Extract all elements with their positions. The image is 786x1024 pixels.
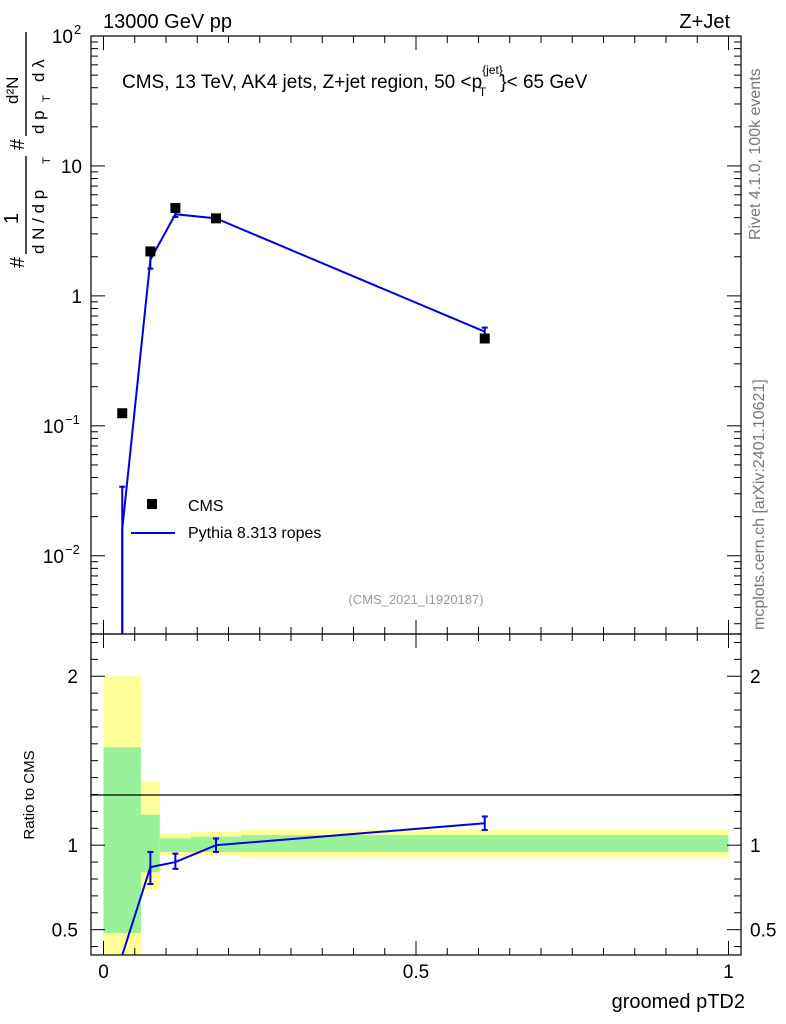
y-tick-label: 10: [52, 27, 73, 48]
svg-text:1: 1: [1, 213, 23, 224]
ratio-y-tick-label-right: 2: [750, 667, 761, 688]
svg-text:T: T: [41, 157, 53, 164]
legend-pythia-label: Pythia 8.313 ropes: [188, 525, 321, 542]
main-plot-frame: [90, 35, 742, 635]
x-tick-label: 0.5: [403, 962, 429, 983]
y-tick-label: 10: [61, 157, 82, 178]
ratio-y-axis-label: Ratio to CMS: [21, 750, 38, 839]
y-tick-label: 10: [43, 547, 64, 568]
legend-cms-label: CMS: [188, 498, 224, 515]
header-right-label: Z+Jet: [679, 11, 730, 33]
mcplots-label: mcplots.cern.ch [arXiv:2401.10621]: [751, 379, 768, 630]
svg-text:d N / d p: d N / d p: [29, 190, 48, 254]
cms-data-point: [170, 202, 181, 213]
legend-cms-marker: [147, 499, 157, 509]
ratio-y-tick-label: 2: [67, 667, 78, 688]
svg-text:#: #: [7, 138, 29, 150]
rivet-version-label: Rivet 4.1.0, 100k events: [747, 68, 764, 240]
y-tick-exponent: −1: [65, 412, 80, 427]
ratio-y-tick-label-right: 1: [750, 836, 761, 857]
svg-text:d λ: d λ: [29, 59, 48, 82]
main-x-ticks: [103, 36, 729, 634]
svg-text:#: #: [7, 256, 29, 268]
cms-data-point: [211, 213, 221, 224]
ratio-y-tick-label: 1: [67, 836, 78, 857]
ratio-series: [121, 815, 488, 956]
ratio-uncertainty-bands: [103, 676, 729, 955]
ratio-band-green: [103, 747, 141, 934]
main-y-axis-label: # 1 d N / d p T # d²N d p T d λ: [1, 32, 53, 268]
y-tick-exponent: −2: [65, 542, 80, 557]
legend: CMS Pythia 8.313 ropes: [131, 498, 321, 542]
ratio-x-ticks: 0 0.5 1: [98, 634, 734, 983]
ratio-y-tick-label: 0.5: [52, 921, 78, 942]
pythia-line: [121, 213, 486, 634]
ratio-band-green: [159, 838, 191, 852]
main-series: [117, 202, 490, 634]
cms-data-point: [479, 333, 490, 344]
svg-text:d²N: d²N: [3, 77, 22, 104]
y-tick-exponent: 2: [74, 22, 81, 37]
svg-text:d p: d p: [29, 110, 48, 134]
ratio-y-ticks: 2 2 1 1 0.5 0.5: [52, 641, 776, 948]
x-axis-label: groomed pTD2: [612, 991, 745, 1013]
ratio-band-green: [241, 835, 729, 852]
cms-data-point: [117, 408, 128, 419]
analysis-id-label: (CMS_2021_I1920187): [348, 592, 483, 607]
x-tick-label: 1: [723, 962, 734, 983]
cms-data-point: [145, 246, 156, 257]
y-tick-label: 10: [43, 417, 64, 438]
ratio-y-tick-label-right: 0.5: [750, 921, 776, 942]
ratio-plot-panel: 2 21 10.5 0.5 0 0.5 1 Ratio to CMS groomed pT…: [21, 633, 776, 1013]
y-tick-label: 1: [71, 287, 82, 308]
header-left-label: 13000 GeV pp: [103, 11, 232, 33]
chart-title: CMS, 13 TeV, AK4 jets, Z+jet region, 50 …: [122, 63, 588, 99]
ratio-band-green: [141, 814, 160, 873]
x-tick-label: 0: [98, 962, 109, 983]
svg-text:T: T: [41, 95, 53, 102]
